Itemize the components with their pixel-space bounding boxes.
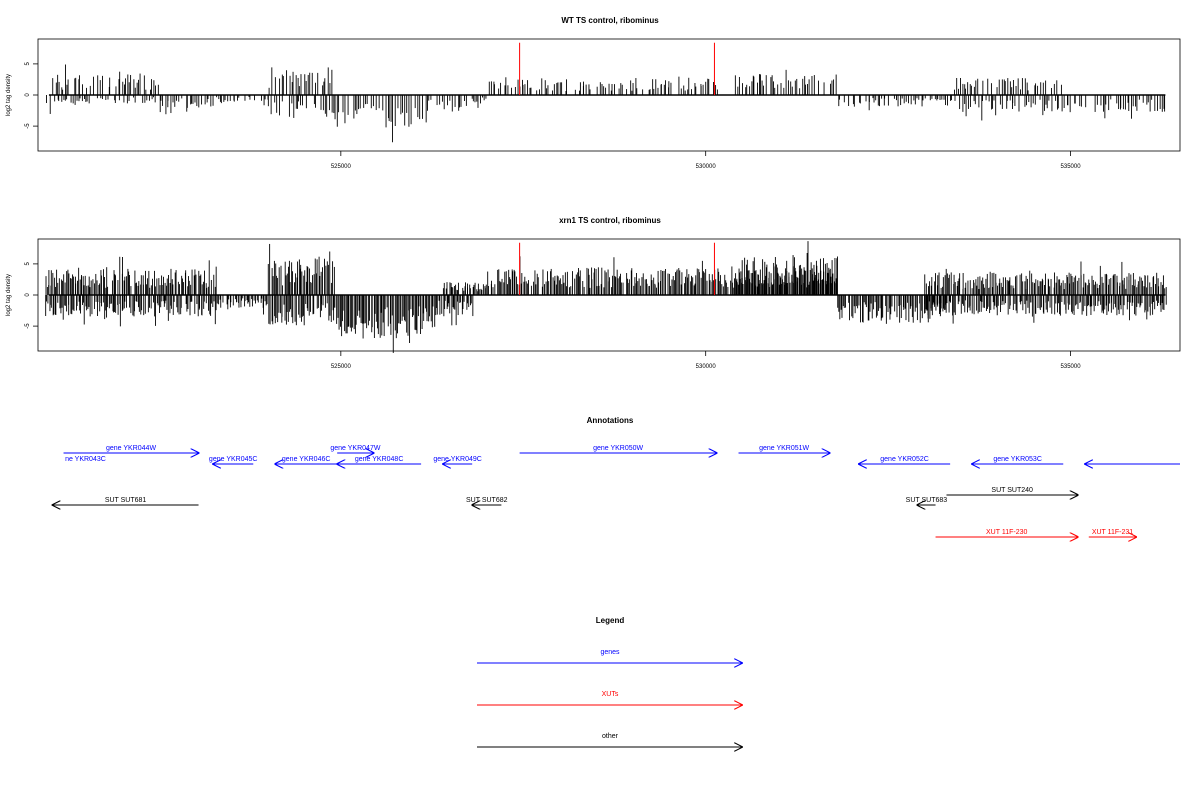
legend-items: genes XUTs other <box>477 649 742 747</box>
y-tick-label: 0 <box>25 93 31 97</box>
x-tick-label: 530000 <box>696 164 717 170</box>
feature-label: XUT 11F-230 <box>986 529 1027 536</box>
x-tick-label: 535000 <box>1061 164 1082 170</box>
xrn1-track-bars <box>45 241 1167 353</box>
xrn1-track-frame <box>37 238 1181 352</box>
feature-label: SUT SUT681 <box>105 497 147 504</box>
wt-track-panel: WT TS control, ribominus log2 tag densit… <box>6 16 1181 170</box>
xrn1-track-ylabel: log2 tag density <box>6 274 12 316</box>
feature-label: SUT SUT240 <box>991 487 1033 494</box>
xrn1-track-y-axis: -5 0 5 <box>25 262 38 329</box>
xrn1-track-title: xrn1 TS control, ribominus <box>559 216 661 225</box>
x-tick-label: 535000 <box>1061 364 1082 370</box>
wt-track-bars <box>46 64 1166 143</box>
y-tick-label: 5 <box>25 262 31 266</box>
feature-label: gene YKR047W <box>330 445 380 452</box>
wt-track-y-axis: -5 0 5 <box>25 62 38 129</box>
wt-track-markers <box>519 42 715 95</box>
wt-track-frame <box>37 38 1181 152</box>
x-tick-label: 525000 <box>331 364 352 370</box>
feature-label: SUT SUT682 <box>466 497 508 504</box>
feature-label: XUT 11F-231 <box>1092 529 1133 536</box>
feature-label: gene YKR046C <box>282 456 331 463</box>
feature-label: gene YKR053C <box>993 456 1042 463</box>
annotations-title: Annotations <box>587 416 634 425</box>
xrn1-track-markers <box>519 242 715 295</box>
xrn1-track-x-axis: 525000 530000 535000 <box>331 351 1081 370</box>
y-tick-label: 5 <box>25 62 31 66</box>
feature-label: gene YKR052C <box>880 456 929 463</box>
feature-label: gene YKR050W <box>593 445 643 452</box>
feature-label: ne YKR043C <box>65 456 106 463</box>
y-tick-label: 0 <box>25 293 31 297</box>
feature-label: gene YKR045C <box>209 456 258 463</box>
legend-label: other <box>602 733 619 740</box>
feature-label: gene YKR044W <box>106 445 156 452</box>
wt-track-title: WT TS control, ribominus <box>561 16 659 25</box>
feature-label: gene YKR049C <box>433 456 482 463</box>
legend-title: Legend <box>596 616 625 625</box>
feature-label: gene YKR051W <box>759 445 809 452</box>
feature-label: gene YKR048C <box>355 456 404 463</box>
wt-track-ylabel: log2 tag density <box>6 74 12 116</box>
y-tick-label: -5 <box>25 323 31 329</box>
legend-panel: Legend genes XUTs other <box>477 616 742 747</box>
y-tick-label: -5 <box>25 123 31 129</box>
x-tick-label: 525000 <box>331 164 352 170</box>
legend-label: genes <box>600 649 620 656</box>
xrn1-track-panel: xrn1 TS control, ribominus log2 tag dens… <box>6 216 1181 370</box>
feature-label: SUT SUT683 <box>906 497 948 504</box>
wt-track-x-axis: 525000 530000 535000 <box>331 151 1081 170</box>
x-tick-label: 530000 <box>696 364 717 370</box>
legend-label: XUTs <box>602 691 619 698</box>
